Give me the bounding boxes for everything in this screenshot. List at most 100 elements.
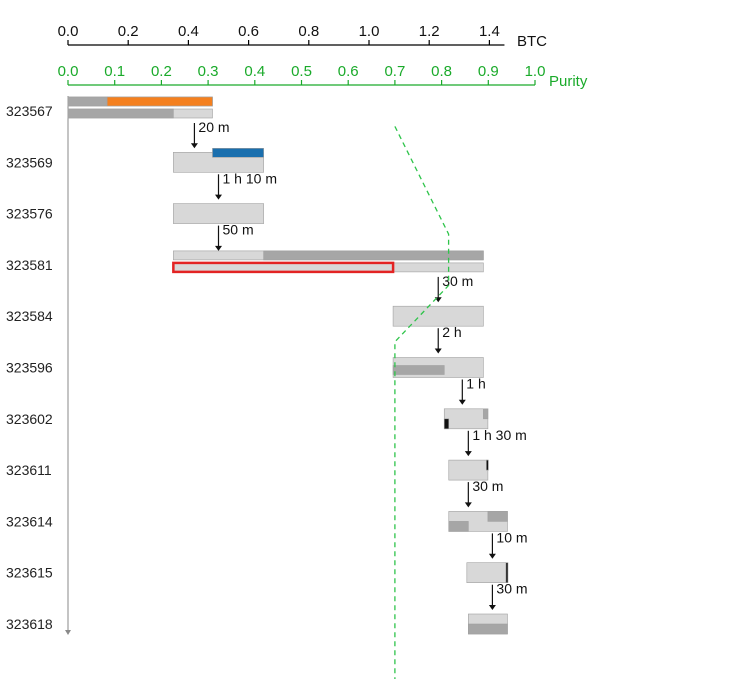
purity-axis: 0.0 0.1 0.2 0.3 0.4 0.5 0.6 0.7 0.8 0.9 1.0 (58, 63, 546, 86)
purity-tick-label: 0.6 (338, 63, 359, 80)
delay-annotation: 30 m (464, 478, 503, 508)
block-label: 323581 (6, 257, 53, 273)
delay-label: 50 m (223, 222, 254, 238)
delay-label: 1 h 30 m (472, 427, 526, 443)
delay-label: 2 h (442, 324, 461, 340)
block-axis (65, 96, 71, 635)
delay-arrow-head (488, 605, 496, 610)
btc-tick-label: 0.2 (118, 23, 139, 40)
transaction-bar (448, 459, 489, 481)
delay-arrow-head (215, 194, 222, 200)
purity-tick-label: 0.0 (58, 63, 79, 80)
block-row: 323611 (6, 459, 489, 481)
transaction-bar (443, 418, 450, 430)
delay-arrow-head (190, 143, 198, 149)
transaction-bar (67, 96, 108, 107)
transaction-bar (486, 459, 489, 471)
transaction-bar (67, 108, 174, 119)
btc-axis-label: BTC (517, 33, 547, 50)
delay-annotation: 20 m (190, 119, 230, 149)
transaction-bar (443, 408, 489, 430)
block-label: 323584 (6, 308, 53, 324)
purity-tick-label: 0.9 (478, 63, 499, 80)
btc-tick-label: 0.8 (298, 23, 319, 40)
btc-tick-label: 1.0 (359, 23, 380, 40)
purity-tick-label: 0.5 (291, 63, 312, 80)
block-row: 323584 (6, 305, 484, 327)
purity-tick-label: 0.7 (384, 63, 405, 80)
block-rows: 323567 323569 323576 323581 323584 323596 3236… (6, 96, 509, 635)
highlighted-transaction-bar (172, 261, 395, 274)
delay-arrow-head (434, 348, 442, 354)
block-row: 323596 (6, 357, 484, 378)
delay-annotation: 30 m (488, 581, 528, 610)
delay-annotation: 50 m (215, 222, 254, 251)
btc-tick-label: 1.2 (419, 23, 440, 40)
block-row: 323576 (6, 203, 264, 224)
transaction-bar (505, 562, 509, 584)
transaction-bar (487, 511, 508, 522)
delay-arrow-head (488, 553, 496, 559)
delay-annotation: 1 h 30 m (464, 427, 527, 457)
delay-label: 30 m (496, 581, 527, 597)
transaction-bar (466, 562, 508, 584)
purity-tick-label: 0.4 (244, 63, 265, 80)
purity-line (394, 126, 450, 679)
delay-arrow-head (458, 399, 466, 405)
block-label: 323569 (6, 154, 53, 170)
delay-label: 10 m (496, 529, 527, 545)
btc-tick-label: 0.0 (58, 23, 79, 40)
delay-label: 30 m (472, 478, 503, 494)
block-row: 323569 (6, 148, 264, 173)
transaction-bar (448, 521, 469, 532)
delay-arrow-head (464, 451, 472, 457)
btc-tick-label: 0.6 (238, 23, 259, 40)
transaction-bar (392, 305, 484, 327)
block-row: 323602 (6, 408, 489, 430)
block-row: 323615 (6, 562, 509, 584)
delay-annotation: 1 h (458, 376, 486, 405)
delay-arrow-head (464, 502, 472, 508)
transaction-bar (263, 250, 484, 261)
purity-axis-label: Purity (549, 73, 588, 90)
delay-label: 1 h 10 m (223, 170, 277, 186)
purity-tick-label: 0.1 (104, 63, 125, 80)
block-label: 323618 (6, 616, 53, 632)
block-row: 323614 (6, 511, 508, 532)
btc-axis: 0.0 0.2 0.4 0.6 0.8 1.0 1.2 1.4 (58, 23, 505, 46)
delay-label: 20 m (198, 119, 229, 135)
block-label: 323567 (6, 103, 53, 119)
block-label: 323596 (6, 360, 53, 376)
block-label: 323611 (6, 462, 52, 478)
block-label: 323614 (6, 513, 53, 529)
purity-tick-label: 0.3 (198, 63, 219, 80)
purity-tick-label: 0.8 (431, 63, 452, 80)
block-label: 323615 (6, 565, 53, 581)
transaction-bar (468, 623, 508, 635)
transaction-bar (483, 408, 489, 420)
purity-line-layer (394, 126, 450, 679)
delay-annotation: 30 m (434, 273, 473, 303)
transaction-bar (173, 203, 264, 224)
block-axis-arrow (65, 630, 71, 635)
purity-tick-label: 1.0 (525, 63, 546, 80)
transaction-bar (212, 148, 264, 158)
block-row: 323581 (6, 250, 484, 274)
transaction-bar (392, 365, 445, 375)
block-label: 323576 (6, 206, 53, 222)
block-row: 323567 (6, 96, 213, 119)
delay-annotation: 1 h 10 m (215, 170, 277, 200)
transaction-bar (106, 96, 213, 107)
delay-arrow-head (215, 245, 222, 251)
block-label: 323602 (6, 411, 53, 427)
delay-annotation: 10 m (488, 529, 528, 559)
block-row: 323618 (6, 613, 508, 635)
delay-annotations: 20 m 1 h 10 m 50 m 30 m 2 h 1 h 1 h 30 m 30 m 10… (190, 119, 528, 610)
purity-tick-label: 0.2 (151, 63, 172, 80)
delay-label: 30 m (442, 273, 473, 289)
delay-annotation: 2 h (434, 324, 462, 354)
delay-label: 1 h (466, 376, 485, 392)
btc-tick-label: 1.4 (479, 23, 500, 40)
btc-tick-label: 0.4 (178, 23, 199, 40)
